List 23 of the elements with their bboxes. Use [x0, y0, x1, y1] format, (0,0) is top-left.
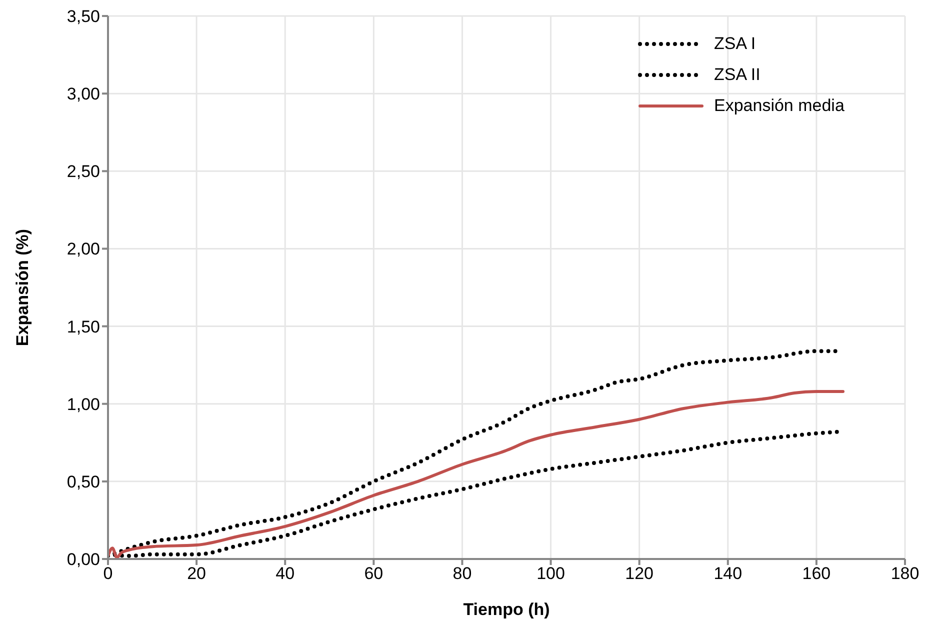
y-tick-label: 0,50: [66, 472, 100, 492]
y-axis-title: Expansión (%): [13, 228, 32, 346]
y-tick-label: 0,00: [66, 550, 100, 570]
x-tick-label: 140: [714, 564, 742, 584]
x-tick-label: 100: [536, 564, 565, 584]
x-tick-label: 80: [452, 564, 472, 584]
legend-label: ZSA I: [714, 34, 756, 54]
legend-label: ZSA II: [714, 64, 760, 84]
x-tick-label: 20: [187, 564, 206, 584]
x-tick-label: 60: [364, 564, 384, 584]
y-tick-label: 1,00: [66, 394, 100, 414]
y-tick-label: 3,00: [66, 84, 100, 104]
x-tick-label: 160: [802, 564, 831, 584]
x-tick-label: 180: [890, 564, 920, 584]
y-tick-label: 1,50: [66, 317, 100, 336]
y-tick-label: 2,50: [66, 162, 100, 182]
x-axis-title: Tiempo (h): [463, 600, 550, 619]
x-tick-label: 120: [625, 564, 654, 584]
x-tick-label: 0: [103, 564, 113, 584]
y-tick-label: 3,50: [66, 7, 100, 26]
legend-label: Expansión media: [714, 96, 844, 116]
x-tick-label: 40: [276, 564, 295, 584]
y-tick-label: 2,00: [66, 240, 100, 259]
